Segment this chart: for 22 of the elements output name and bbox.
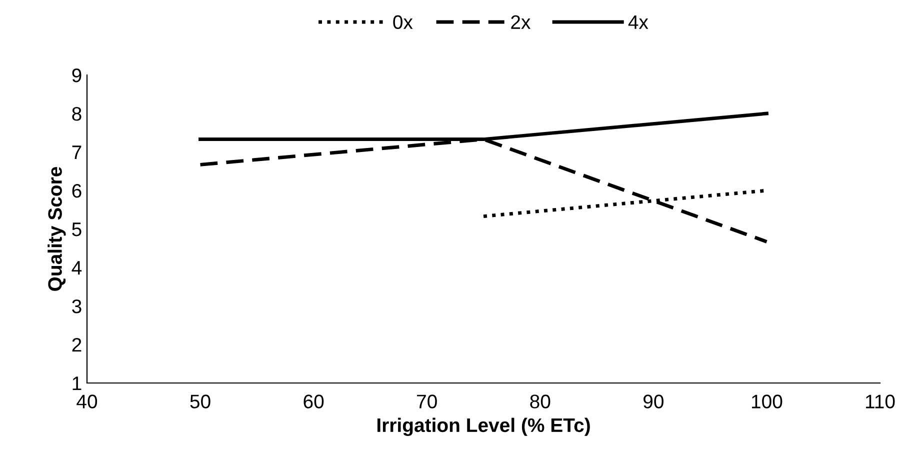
y-tick-label: 4	[72, 261, 82, 275]
legend-label: 2x	[511, 15, 531, 29]
x-tick-label: 110	[866, 394, 895, 408]
y-tick-label: 3	[72, 299, 82, 314]
legend-label: 0x	[393, 15, 413, 30]
x-axis-title: Irrigation Level (% ETc)	[377, 418, 590, 436]
y-tick-label: 6	[72, 184, 82, 198]
y-tick-label: 1	[72, 376, 82, 390]
x-tick-label: 100	[752, 394, 782, 408]
y-tick-label: 8	[72, 106, 82, 121]
y-tick-label: 9	[72, 68, 82, 82]
x-tick-label: 40	[76, 394, 98, 408]
y-tick-label: 2	[72, 338, 82, 352]
y-tick-label: 5	[72, 222, 82, 236]
y-tick-label: 7	[72, 146, 82, 160]
y-axis-title: Quality Score	[48, 166, 66, 291]
x-tick-label: 80	[530, 394, 550, 408]
x-tick-label: 50	[190, 394, 210, 408]
x-tick-label: 70	[417, 394, 437, 408]
x-tick-label: 90	[644, 394, 664, 408]
legend-label: 4x	[628, 15, 648, 29]
x-tick-label: 60	[304, 394, 324, 408]
